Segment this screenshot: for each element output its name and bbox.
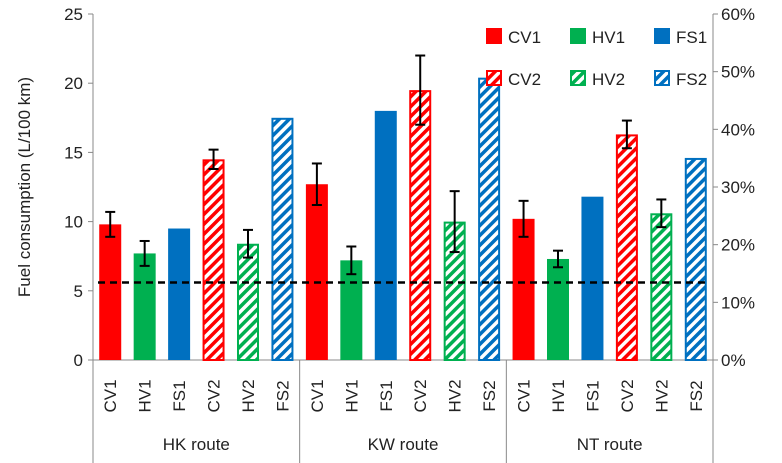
y-tick-label: 5: [74, 282, 83, 301]
legend-label: FS2: [676, 70, 707, 89]
category-label: FS2: [480, 380, 499, 411]
category-label: FS2: [273, 380, 292, 411]
bar-nt-fs2: [684, 157, 707, 361]
legend-swatch-hv2: [570, 70, 586, 86]
legend-swatch-cv2: [486, 70, 502, 86]
category-label: FS2: [687, 380, 706, 411]
category-label: HV1: [136, 379, 155, 412]
category-label: CV2: [205, 379, 224, 412]
category-label: HV2: [652, 379, 671, 412]
bar-nt-cv2: [615, 134, 638, 361]
bar-hk-cv1: [99, 224, 122, 360]
bar-nt-hv1: [547, 258, 569, 360]
category-label: CV1: [515, 379, 534, 412]
y2-tick-label: 50%: [721, 63, 755, 82]
y2-tick-label: 30%: [721, 178, 755, 197]
category-label: HV1: [342, 379, 361, 412]
category-label: CV1: [308, 379, 327, 412]
legend-swatch-fs2: [654, 70, 670, 86]
category-label: FS1: [170, 380, 189, 411]
category-label: FS1: [377, 380, 396, 411]
bar-hk-fs1: [168, 228, 191, 360]
category-label: CV2: [618, 379, 637, 412]
bar-nt-hv2: [650, 213, 673, 361]
group-label: HK route: [163, 435, 230, 454]
y-tick-label: 20: [64, 74, 83, 93]
group-label: NT route: [577, 435, 643, 454]
bar-hk-cv2: [202, 159, 225, 361]
y2-tick-label: 40%: [721, 120, 755, 139]
y-tick-label: 15: [64, 143, 83, 162]
legend-swatch-cv1: [486, 28, 502, 44]
y2-tick-label: 20%: [721, 236, 755, 255]
category-label: HV2: [239, 379, 258, 412]
category-label: HV1: [549, 379, 568, 412]
bar-hk-hv1: [133, 253, 156, 360]
bar-hk-fs2: [271, 117, 294, 361]
y-tick-label: 0: [74, 351, 83, 370]
legend-swatch-hv1: [570, 28, 586, 44]
legend-label: CV2: [508, 70, 541, 89]
y-axis-label: Fuel consumption (L/100 km): [15, 77, 34, 297]
category-label: HV2: [446, 379, 465, 412]
bar-kw-hv1: [340, 260, 363, 360]
legend-label: HV2: [592, 70, 625, 89]
bar-kw-cv1: [305, 184, 328, 360]
group-label: KW route: [368, 435, 439, 454]
legend-swatch-fs1: [654, 28, 670, 44]
bar-hk-hv2: [237, 243, 259, 361]
category-label: FS1: [583, 380, 602, 411]
bar-kw-cv2: [409, 90, 432, 362]
legend-label: CV1: [508, 28, 541, 47]
y2-tick-label: 0%: [721, 351, 746, 370]
y-tick-label: 25: [64, 5, 83, 24]
bar-nt-cv1: [512, 218, 535, 360]
legend-label: HV1: [592, 28, 625, 47]
bar-nt-fs1: [581, 196, 604, 360]
y-tick-label: 10: [64, 213, 83, 232]
y2-tick-label: 60%: [721, 5, 755, 24]
bar-kw-fs1: [374, 110, 397, 360]
y2-tick-label: 10%: [721, 293, 755, 312]
bar-kw-fs2: [478, 77, 501, 361]
legend-label: FS1: [676, 28, 707, 47]
category-label: CV1: [101, 379, 120, 412]
category-label: CV2: [411, 379, 430, 412]
